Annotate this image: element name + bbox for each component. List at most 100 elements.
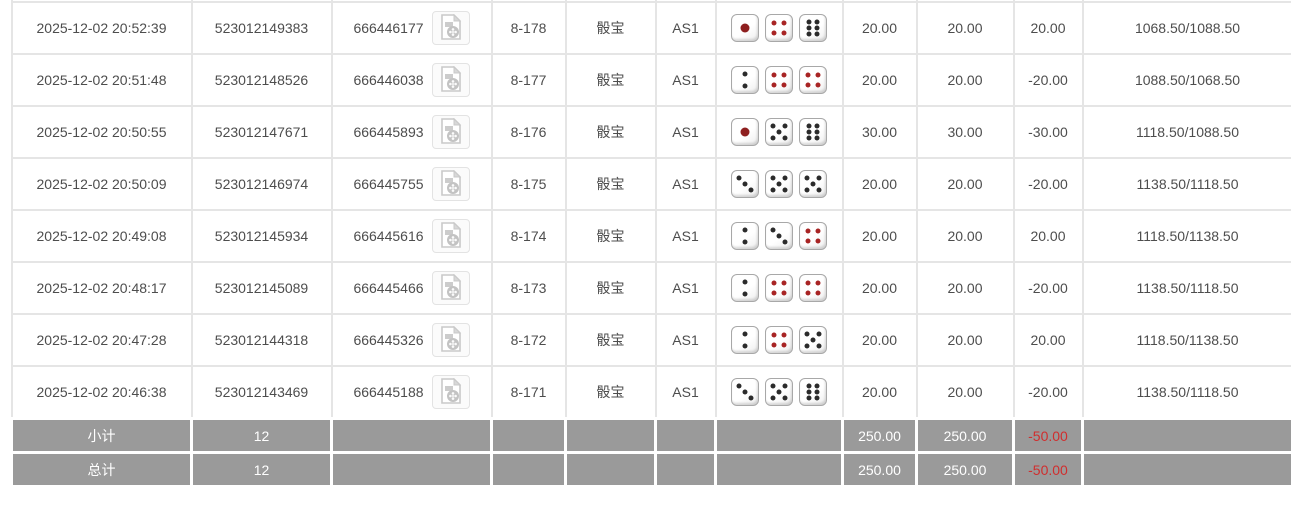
- valid-amount-cell: 20.00: [915, 53, 1015, 107]
- game-type-cell: 骰宝: [564, 105, 657, 159]
- game-no-text: 666445466: [353, 280, 424, 296]
- round-no-cell: 8-175: [490, 157, 567, 211]
- game-type-cell: 骰宝: [564, 53, 657, 107]
- dice-result-cell: [714, 261, 844, 315]
- valid-amount-cell: 20.00: [915, 1, 1015, 55]
- dice-result-cell: [714, 313, 844, 367]
- order-no-cell: 523012147671: [190, 105, 333, 159]
- game-type-cell: 骰宝: [564, 157, 657, 211]
- die-4-icon: [765, 66, 793, 94]
- subtotal-bet-total: 250.00: [841, 417, 918, 454]
- die-4-icon: [799, 274, 827, 302]
- table-id-cell: AS1: [654, 105, 717, 159]
- total-row: 总计 12 250.00 250.00 -50.00: [10, 451, 1291, 488]
- die-4-icon: [799, 222, 827, 250]
- die-1-icon: [731, 14, 759, 42]
- order-no-cell: 523012144318: [190, 313, 333, 367]
- valid-amount-cell: 20.00: [915, 365, 1015, 420]
- dice-result-cell: [714, 365, 844, 420]
- replay-video-button[interactable]: [431, 167, 470, 201]
- total-bet-total: 250.00: [841, 451, 918, 488]
- round-no-cell: 8-178: [490, 1, 567, 55]
- bet-records-table: 2025-12-02 20:52:39 523012149383 666446177…: [10, 0, 1291, 488]
- game-type-cell: 骰宝: [564, 209, 657, 263]
- table-id-cell: AS1: [654, 261, 717, 315]
- game-no-cell: 666445755: [330, 157, 493, 211]
- bet-amount-cell[interactable]: 20.00: [841, 53, 918, 107]
- dice-result-cell: [714, 53, 844, 107]
- table-id-cell: AS1: [654, 157, 717, 211]
- game-no-cell: 666445466: [330, 261, 493, 315]
- subtotal-label: 小计: [10, 417, 193, 454]
- die-3-icon: [731, 378, 759, 406]
- die-4-icon: [765, 326, 793, 354]
- game-no-cell: 666445326: [330, 313, 493, 367]
- bet-time-cell: 2025-12-02 20:46:38: [10, 365, 193, 420]
- game-no-text: 666445616: [353, 228, 424, 244]
- die-5-icon: [799, 170, 827, 198]
- video-file-icon: [440, 273, 462, 303]
- dice-result-cell: [714, 105, 844, 159]
- game-no-group: 666446177: [353, 11, 470, 45]
- table-row: 2025-12-02 20:52:39 523012149383 666446177…: [10, 1, 1291, 55]
- die-4-icon: [765, 274, 793, 302]
- replay-video-button[interactable]: [431, 115, 470, 149]
- bet-amount-cell[interactable]: 20.00: [841, 1, 918, 55]
- game-no-group: 666445188: [353, 375, 470, 409]
- valid-amount-cell: 20.00: [915, 313, 1015, 367]
- game-no-cell: 666446038: [330, 53, 493, 107]
- game-no-text: 666445326: [353, 332, 424, 348]
- replay-video-button[interactable]: [431, 219, 470, 253]
- round-no-cell: 8-174: [490, 209, 567, 263]
- replay-video-button[interactable]: [431, 63, 470, 97]
- game-type-cell: 骰宝: [564, 1, 657, 55]
- game-type-cell: 骰宝: [564, 365, 657, 420]
- subtotal-count: 12: [190, 417, 333, 454]
- game-no-text: 666445755: [353, 176, 424, 192]
- die-3-icon: [731, 170, 759, 198]
- table-id-cell: AS1: [654, 313, 717, 367]
- table-row: 2025-12-02 20:47:28 523012144318 666445326…: [10, 313, 1291, 367]
- win-loss-cell: -20.00: [1012, 53, 1084, 107]
- replay-video-button[interactable]: [431, 271, 470, 305]
- total-empty-cell: [654, 451, 717, 488]
- total-empty-cell: [714, 451, 844, 488]
- game-no-group: 666445466: [353, 271, 470, 305]
- bet-amount-cell[interactable]: 20.00: [841, 261, 918, 315]
- total-label: 总计: [10, 451, 193, 488]
- die-2-icon: [731, 66, 759, 94]
- win-loss-cell: 20.00: [1012, 209, 1084, 263]
- table-id-cell: AS1: [654, 53, 717, 107]
- bet-amount-cell[interactable]: 20.00: [841, 365, 918, 420]
- game-no-cell: 666445893: [330, 105, 493, 159]
- table-id-cell: AS1: [654, 1, 717, 55]
- round-no-cell: 8-171: [490, 365, 567, 420]
- total-empty-cell: [1081, 451, 1291, 488]
- bet-amount-cell[interactable]: 30.00: [841, 105, 918, 159]
- round-no-cell: 8-177: [490, 53, 567, 107]
- replay-video-button[interactable]: [431, 11, 470, 45]
- bet-amount-cell[interactable]: 20.00: [841, 157, 918, 211]
- bet-amount-cell[interactable]: 20.00: [841, 209, 918, 263]
- video-file-icon: [440, 117, 462, 147]
- subtotal-valid-total: 250.00: [915, 417, 1015, 454]
- replay-video-button[interactable]: [431, 375, 470, 409]
- subtotal-empty-cell: [564, 417, 657, 454]
- bet-time-cell: 2025-12-02 20:47:28: [10, 313, 193, 367]
- dice-result-cell: [714, 209, 844, 263]
- game-no-group: 666446038: [353, 63, 470, 97]
- video-file-icon: [440, 221, 462, 251]
- bet-amount-cell[interactable]: 20.00: [841, 313, 918, 367]
- valid-amount-cell: 30.00: [915, 105, 1015, 159]
- game-no-group: 666445326: [353, 323, 470, 357]
- table-row: 2025-12-02 20:49:08 523012145934 666445616…: [10, 209, 1291, 263]
- valid-amount-cell: 20.00: [915, 157, 1015, 211]
- balance-cell: 1068.50/1088.50: [1081, 1, 1291, 55]
- round-no-cell: 8-176: [490, 105, 567, 159]
- table-row: 2025-12-02 20:50:55 523012147671 666445893…: [10, 105, 1291, 159]
- balance-cell: 1118.50/1138.50: [1081, 209, 1291, 263]
- replay-video-button[interactable]: [431, 323, 470, 357]
- order-no-cell: 523012149383: [190, 1, 333, 55]
- subtotal-empty-cell: [714, 417, 844, 454]
- order-no-cell: 523012146974: [190, 157, 333, 211]
